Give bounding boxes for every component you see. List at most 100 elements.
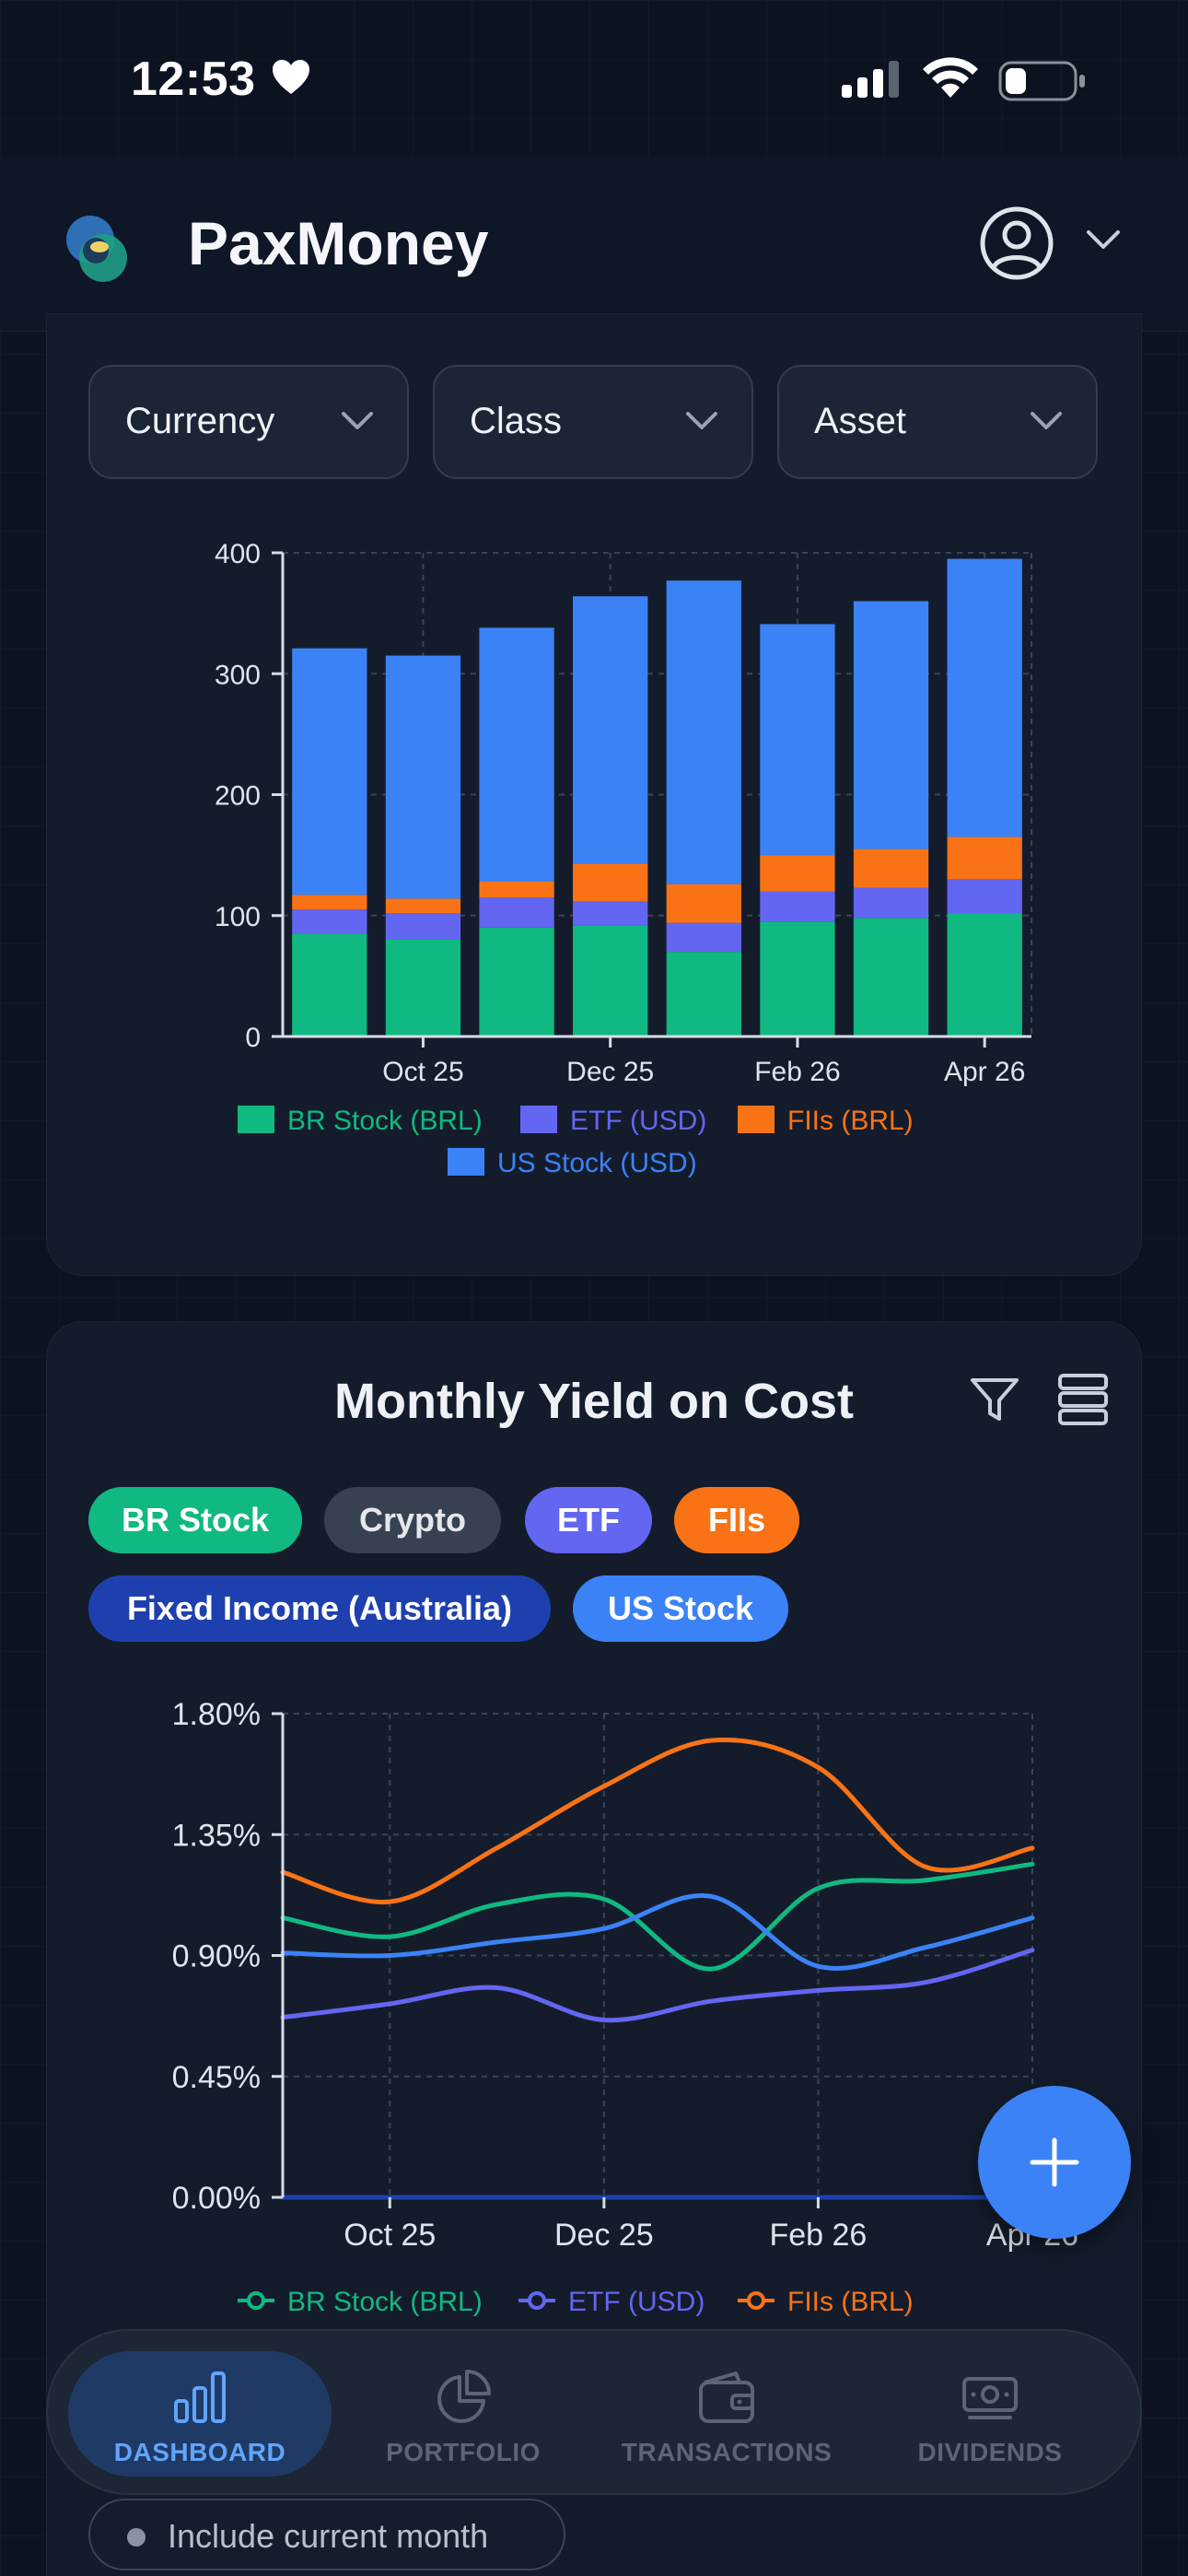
banknote-icon — [962, 2377, 1018, 2419]
bar-segment — [853, 601, 929, 849]
stacked-bar-chart: 0 100 200 300 400 Oct 25 Dec 25 Feb 26 Apr 26 BR … — [215, 539, 1032, 1178]
battery-icon — [998, 61, 1085, 101]
app-header: PaxMoney — [0, 157, 1188, 332]
chip-etf[interactable]: ETF — [525, 1487, 652, 1553]
currency-select-label: Currency — [125, 401, 275, 441]
y-tick-label: 0.45% — [172, 2060, 261, 2095]
asset-select[interactable]: Asset — [777, 365, 1098, 479]
bar-segment — [573, 596, 648, 864]
chip-fixed-income-australia[interactable]: Fixed Income (Australia) — [88, 1575, 551, 1642]
bar-segment — [479, 927, 554, 1036]
bar-segment — [666, 580, 741, 884]
bar-segment — [479, 627, 554, 882]
bar-segment — [292, 648, 367, 896]
x-tick-label: Feb 26 — [769, 2218, 867, 2253]
pie-chart-icon — [437, 2370, 491, 2423]
bar-segment — [666, 952, 741, 1036]
bar-segment — [479, 897, 554, 928]
legend-swatch — [448, 1148, 484, 1176]
y-tick-label: 1.35% — [172, 1818, 261, 1853]
signal-icon — [842, 61, 899, 98]
legend-label: BR Stock (BRL) — [287, 2287, 483, 2317]
chevron-down-icon — [342, 412, 373, 429]
chevron-down-icon[interactable] — [1085, 228, 1122, 251]
yield-line-chart: 0.00% 0.45% 0.90% 1.35% 1.80% Oct 25 Dec 25 Feb… — [172, 1697, 1079, 2317]
nav-dividends[interactable]: DIVIDENDS — [858, 2351, 1122, 2476]
x-tick-label: Oct 25 — [382, 1057, 463, 1087]
bar-chart-icon — [174, 2371, 226, 2423]
bar-segment — [666, 922, 741, 953]
nav-transactions[interactable]: TRANSACTIONS — [595, 2351, 858, 2476]
y-tick-label: 400 — [215, 539, 261, 569]
paxmoney-logo — [66, 216, 127, 282]
class-select-label: Class — [470, 401, 563, 441]
add-button[interactable] — [978, 2086, 1131, 2239]
series-line — [280, 1892, 1035, 1971]
x-tick-label: Feb 26 — [754, 1057, 840, 1087]
series-line — [280, 1948, 1035, 2023]
include-current-month-label: Include current month — [168, 2517, 489, 2555]
x-tick-label: Dec 25 — [554, 2218, 654, 2253]
bar-segment — [947, 913, 1022, 1036]
legend-swatch — [738, 1106, 775, 1133]
bar-segment — [853, 849, 929, 888]
chip-br-stock[interactable]: BR Stock — [88, 1487, 302, 1553]
bar-segment — [947, 837, 1022, 880]
toggle-dot — [127, 2528, 146, 2547]
bar-segment — [853, 918, 929, 1036]
bar-segment — [479, 882, 554, 898]
legend-marker — [247, 2291, 265, 2310]
legend-label: FIIs (BRL) — [787, 1106, 914, 1136]
bar-segment — [573, 901, 648, 926]
yield-card-title: Monthly Yield on Cost — [334, 1374, 854, 1429]
currency-select[interactable]: Currency — [88, 365, 409, 479]
y-tick-label: 0 — [245, 1023, 261, 1053]
nav-dividends-label: DIVIDENDS — [917, 2438, 1063, 2466]
legend-swatch — [238, 1106, 274, 1133]
bar-segment — [292, 933, 367, 1036]
y-tick-label: 0.90% — [172, 1939, 261, 1974]
chevron-down-icon — [686, 412, 717, 429]
chip-fiis[interactable]: FIIs — [674, 1487, 799, 1553]
legend-label: ETF (USD) — [568, 2287, 705, 2317]
y-tick-label: 100 — [215, 902, 261, 932]
legend-label: ETF (USD) — [570, 1106, 706, 1136]
heart-icon — [273, 60, 309, 94]
user-avatar-icon[interactable] — [978, 205, 1055, 282]
bar-segment — [760, 891, 835, 922]
bar-segment — [573, 863, 648, 901]
bar-segment — [573, 925, 648, 1036]
y-tick-label: 300 — [215, 660, 261, 690]
chip-crypto[interactable]: Crypto — [324, 1487, 501, 1553]
include-current-month-toggle[interactable]: Include current month — [88, 2499, 565, 2570]
legend-marker — [528, 2291, 546, 2310]
bar-segment — [760, 855, 835, 892]
x-tick-label: Oct 25 — [344, 2218, 436, 2253]
app-title: PaxMoney — [188, 209, 489, 277]
asset-select-label: Asset — [814, 401, 907, 441]
wifi-icon — [923, 57, 978, 98]
bar-segment — [385, 655, 461, 899]
nav-portfolio-label: PORTFOLIO — [386, 2438, 541, 2466]
legend-label: FIIs (BRL) — [787, 2287, 914, 2317]
nav-portfolio[interactable]: PORTFOLIO — [332, 2351, 595, 2476]
plus-icon — [1030, 2137, 1079, 2187]
y-tick-label: 0.00% — [172, 2181, 261, 2216]
nav-transactions-label: TRANSACTIONS — [621, 2438, 833, 2466]
x-tick-label: Apr 26 — [944, 1057, 1025, 1087]
bar-segment — [385, 913, 461, 940]
legend-label: BR Stock (BRL) — [287, 1106, 483, 1136]
bar-segment — [853, 887, 929, 919]
series-line — [280, 1861, 1035, 1972]
chevron-down-icon — [1031, 412, 1062, 429]
class-select[interactable]: Class — [433, 365, 753, 479]
nav-dashboard[interactable]: DASHBOARD — [68, 2351, 332, 2476]
layers-icon[interactable] — [1057, 1373, 1109, 1426]
nav-dashboard-label: DASHBOARD — [113, 2438, 286, 2466]
bar-segment — [947, 879, 1022, 914]
filter-icon[interactable] — [969, 1375, 1020, 1426]
chip-us-stock[interactable]: US Stock — [573, 1575, 788, 1642]
status-time: 12:53 — [131, 53, 256, 106]
status-bar: 12:53 — [0, 0, 1188, 157]
bar-segment — [385, 898, 461, 914]
